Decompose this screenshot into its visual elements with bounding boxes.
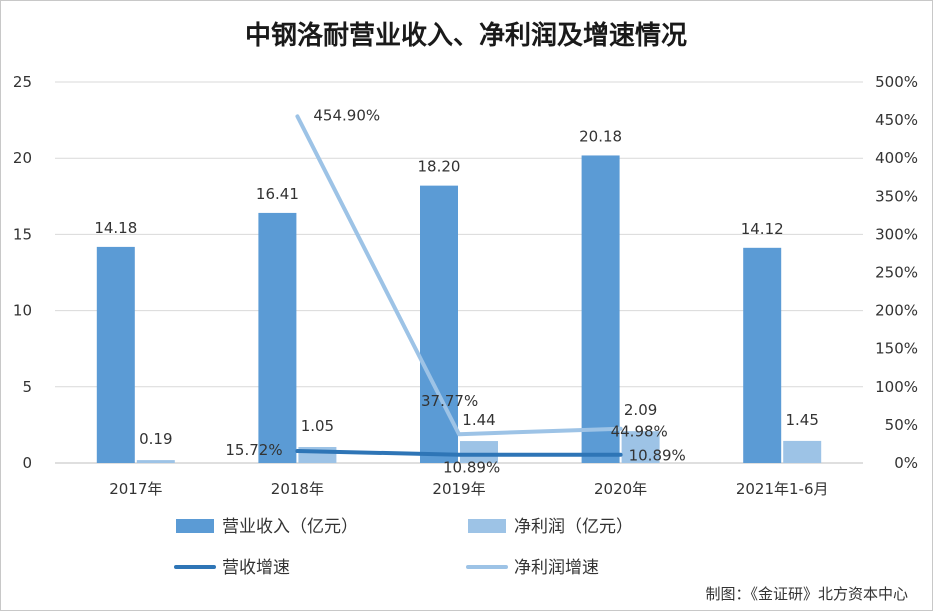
- legend-label: 净利润（亿元）: [514, 517, 633, 537]
- bar: [783, 440, 822, 463]
- legend-swatch: [176, 519, 214, 533]
- data-label: 37.77%: [421, 392, 478, 410]
- left-tick-label: 25: [13, 73, 32, 91]
- gridlines: [55, 81, 863, 464]
- right-tick-label: 250%: [875, 264, 918, 282]
- data-label: 10.89%: [443, 459, 500, 477]
- bars: [96, 155, 822, 464]
- right-tick-label: 500%: [875, 73, 918, 91]
- data-label: 2.09: [624, 401, 657, 419]
- chart-title: 中钢洛耐营业收入、净利润及增速情况: [245, 20, 687, 51]
- bar: [743, 247, 782, 463]
- right-tick-label: 200%: [875, 302, 918, 320]
- data-label: 454.90%: [313, 106, 380, 124]
- data-label: 1.45: [785, 411, 818, 429]
- data-label: 44.98%: [611, 423, 668, 441]
- legend: 营业收入（亿元） 净利润（亿元） 营收增速 净利润增速: [174, 517, 633, 578]
- bar: [621, 431, 660, 463]
- right-axis: 0% 50% 100% 150% 200% 250% 300% 350% 400% 450% 500…: [875, 73, 918, 472]
- legend-swatch: [468, 519, 506, 533]
- data-label: 1.05: [301, 417, 334, 435]
- left-tick-label: 15: [13, 225, 32, 243]
- bar: [258, 212, 297, 463]
- category-label: 2017年: [109, 480, 162, 498]
- legend-label: 营收增速: [222, 558, 290, 578]
- data-label: 20.18: [579, 127, 622, 145]
- data-label: 1.44: [462, 411, 495, 429]
- right-tick-label: 400%: [875, 149, 918, 167]
- bar: [581, 155, 620, 464]
- right-tick-label: 300%: [875, 225, 918, 243]
- right-tick-label: 350%: [875, 187, 918, 205]
- legend-label: 营业收入（亿元）: [222, 517, 358, 537]
- legend-label: 净利润增速: [514, 558, 599, 578]
- data-label: 16.41: [256, 185, 299, 203]
- right-tick-label: 100%: [875, 378, 918, 396]
- data-label: 10.89%: [629, 447, 686, 465]
- category-label: 2018年: [271, 480, 324, 498]
- series-line: [295, 114, 623, 437]
- credit-text: 制图：《金证研》北方资本中心: [705, 585, 908, 603]
- left-tick-label: 5: [22, 378, 32, 396]
- category-label: 2019年: [432, 480, 485, 498]
- category-label: 2021年1-6月: [736, 480, 829, 498]
- bar: [96, 246, 135, 463]
- data-label: 15.72%: [225, 441, 282, 459]
- left-tick-label: 0: [22, 454, 32, 472]
- bar: [136, 460, 175, 463]
- data-label: 14.18: [94, 219, 137, 237]
- right-tick-label: 150%: [875, 340, 918, 358]
- right-tick-label: 450%: [875, 111, 918, 129]
- series-line: [295, 449, 623, 457]
- right-tick-label: 0%: [894, 454, 918, 472]
- left-axis: 0 5 10 15 20 25: [13, 73, 32, 472]
- lines: [295, 114, 623, 457]
- data-label: 14.12: [741, 220, 784, 238]
- left-tick-label: 20: [13, 149, 32, 167]
- data-label: 18.20: [418, 158, 461, 176]
- right-tick-label: 50%: [885, 416, 918, 434]
- data-label: 0.19: [139, 430, 172, 448]
- data-labels: 14.18 16.41 18.20 20.18 14.12 0.19 1.05 1.44 2.0…: [94, 106, 819, 476]
- left-tick-label: 10: [13, 302, 32, 320]
- bar: [460, 441, 498, 463]
- category-label: 2020年: [594, 480, 647, 498]
- category-labels: 2017年 2018年 2019年 2020年 2021年1-6月: [109, 480, 828, 498]
